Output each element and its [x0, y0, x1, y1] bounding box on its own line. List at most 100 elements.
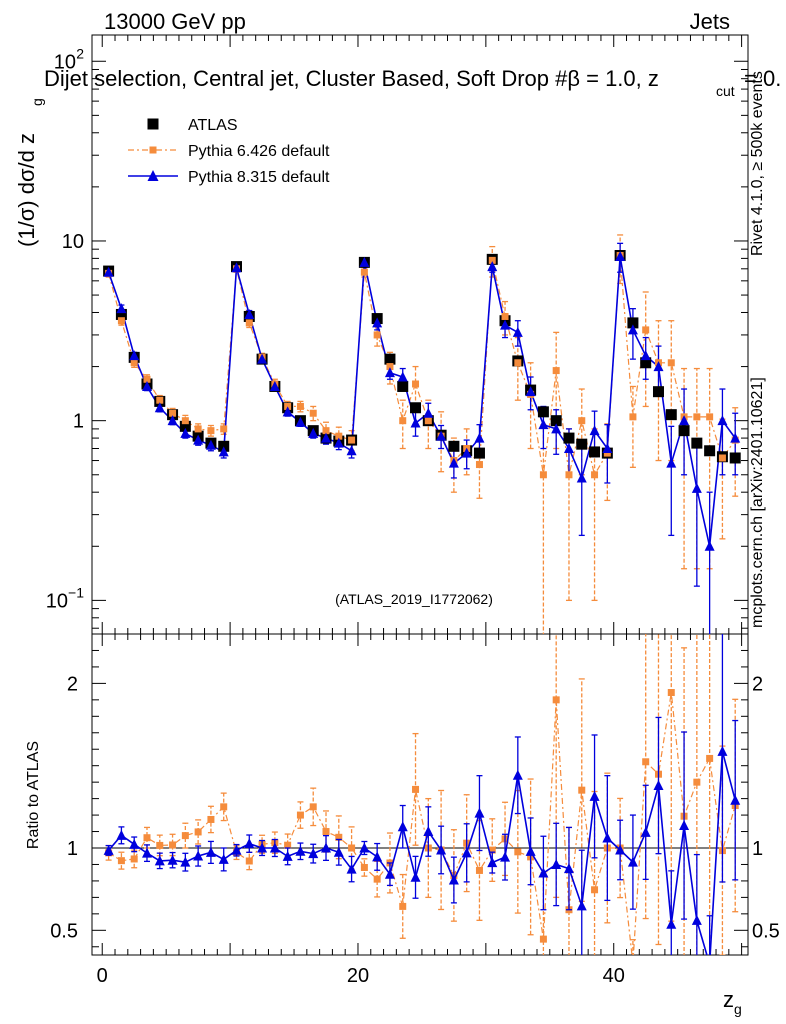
atlas-point — [384, 353, 396, 365]
atlas-point — [640, 357, 652, 369]
atlas-point — [665, 409, 677, 421]
pythia6-point — [552, 367, 560, 375]
ratio-pythia6-point — [514, 848, 522, 856]
pythia6-point — [706, 413, 714, 421]
pythia8-point — [308, 427, 319, 438]
ratio-pythia6-point — [309, 803, 317, 811]
atlas-point — [218, 440, 230, 452]
ratio-pythia6-point — [130, 855, 138, 863]
atlas-point — [678, 425, 690, 437]
ratio-pythia6-point — [348, 844, 356, 852]
pythia8-point — [346, 445, 357, 456]
ratio-pythia8-point — [615, 844, 626, 855]
pythia8-point — [295, 416, 306, 427]
ratio-pythia8-point — [397, 821, 408, 832]
ratio-pythia8-point — [167, 854, 178, 865]
side-text-bottom-text: mcplots.cern.ch [arXiv:2401.10621] — [749, 377, 766, 628]
side-text-bottom: mcplots.cern.ch [arXiv:2401.10621] — [749, 377, 766, 628]
legend-label: Pythia 8.315 default — [188, 169, 330, 186]
ratio-y-axis-label: Ratio to ATLAS — [25, 741, 42, 849]
pythia8-point — [487, 261, 498, 272]
legend-entry: ATLAS — [147, 117, 238, 134]
pythia8-point — [679, 415, 690, 426]
ratio-pythia8-point — [269, 842, 280, 853]
pythia6-point — [578, 417, 586, 425]
pythia8-point — [269, 380, 280, 391]
ratio-pythia8-point — [129, 838, 140, 849]
subtitle: Dijet selection, Central jet, Cluster Ba… — [44, 66, 659, 91]
side-text-top: Rivet 4.1.0, ≥ 500k events — [749, 71, 766, 256]
atlas-point — [627, 317, 639, 329]
ratio-pythia8-point — [423, 826, 434, 837]
atlas-point — [473, 447, 485, 459]
pythia8-point — [525, 386, 536, 397]
legend-marker — [147, 170, 159, 181]
pythia8-point — [474, 432, 485, 443]
ratio-pythia8-point — [359, 842, 370, 853]
pythia6-point — [322, 427, 330, 435]
pythia6-point — [412, 380, 420, 388]
ratio-line — [108, 692, 736, 955]
ratio-pythia8-point — [640, 826, 651, 837]
ratio-y-axis-label-text: Ratio to ATLAS — [25, 741, 42, 849]
pythia6-point — [501, 312, 509, 320]
pythia8-point — [461, 447, 472, 458]
pythia6-point — [373, 331, 381, 339]
pythia8-point — [666, 457, 677, 468]
pythia6-point — [424, 417, 432, 425]
ratio-pythia8-point — [180, 856, 191, 867]
pythia8-point — [704, 540, 715, 551]
pythia8-point — [359, 256, 370, 267]
pythia8-point — [653, 361, 664, 372]
pythia6-point — [514, 359, 522, 367]
pythia6-point — [718, 454, 726, 462]
pythia8-point — [333, 437, 344, 448]
ratio-pythia8-point — [244, 838, 255, 849]
ratio-pythia8-point — [705, 959, 715, 969]
atlas-point — [448, 440, 460, 452]
main-y-tick-label: 10 −1 — [46, 584, 84, 612]
ratio-pythia6-point — [220, 803, 228, 811]
ratio-y-tick-label: 1 — [67, 838, 78, 860]
side-text-top-text: Rivet 4.1.0, ≥ 500k events — [749, 71, 766, 256]
y-axis-label-text: (1/σ) dσ/d z — [14, 133, 39, 247]
pythia6-point — [565, 471, 573, 479]
atlas-point — [115, 308, 127, 320]
ratio-pythia8-point — [474, 807, 485, 818]
pythia6-point — [194, 425, 202, 433]
ratio-y-tick-label: 2 — [67, 673, 78, 695]
main-y-tick-label: 10 — [62, 231, 84, 253]
ratio-pythia6-point — [475, 866, 483, 874]
pythia8-point — [602, 443, 613, 454]
ratio-y-tick-label-right: 0.5 — [752, 920, 780, 942]
pythia8-point — [717, 415, 728, 426]
ratio-pythia6-point — [629, 960, 636, 967]
ratio-pythia6-point — [296, 811, 304, 819]
pythia8-point — [589, 425, 600, 436]
pythia8-point — [512, 326, 523, 337]
atlas-point — [537, 406, 549, 418]
legend-label: Pythia 6.426 default — [188, 143, 330, 160]
main-y-tick-exp: 2 — [76, 45, 84, 61]
ratio-pythia8-point — [487, 857, 498, 868]
atlas-point — [550, 415, 562, 427]
ratio-pythia6-point — [117, 857, 125, 865]
ratio-pythia8-point — [436, 844, 447, 855]
x-tick-label: 40 — [603, 965, 625, 987]
ratio-pythia8-point — [500, 851, 511, 862]
pythia8-point — [448, 457, 459, 468]
ratio-pythia8-point — [653, 780, 664, 791]
ratio-pythia6-point — [591, 886, 599, 894]
ratio-pythia6-point — [181, 832, 189, 840]
pythia6-point — [693, 413, 701, 421]
legend-entry: Pythia 6.426 default — [128, 143, 330, 160]
x-axis-label-sub: g — [734, 1001, 742, 1017]
ratio-pythia6-point — [360, 863, 368, 871]
ratio-series-pythia6 — [105, 634, 739, 967]
main-y-tick-base: 1 — [73, 411, 84, 433]
legend-marker — [149, 146, 157, 154]
pythia6-point — [156, 396, 164, 404]
ratio-pythia6-point — [693, 778, 701, 786]
ratio-pythia8-point — [346, 863, 357, 874]
